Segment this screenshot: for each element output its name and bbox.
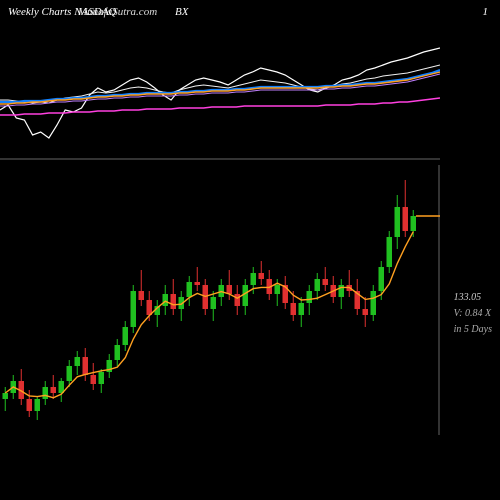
candle-body [43,387,49,399]
candle-body [115,345,121,360]
candle-body [67,366,73,381]
candle-body [187,282,193,297]
candle-body [35,399,41,411]
last-price: 133.05 [454,290,492,306]
candle-body [291,303,297,315]
candle-body [227,285,233,294]
header-right-number: 1 [483,6,489,18]
ticker-symbol: BX [175,6,188,18]
candle-body [139,291,145,300]
candle-body [51,387,57,393]
price-panel [0,165,440,435]
candle-body [379,267,385,291]
candle-body [3,393,9,399]
candle-body [411,216,417,231]
indicator-panel [0,40,440,160]
candle-body [235,294,241,306]
candle-body [307,291,313,303]
candle-body [99,372,105,384]
candle-body [387,237,393,267]
candle-body [27,399,33,411]
candle-body [363,309,369,315]
candle-body [315,279,321,291]
candle-body [323,279,329,285]
candle-body [123,327,129,345]
candle-body [403,207,409,231]
candle-body [131,291,137,327]
candle-body [275,285,281,294]
indicator-line [0,72,440,104]
candle-body [171,294,177,309]
candle-body [91,375,97,384]
candle-body [83,357,89,375]
candle-body [243,285,249,306]
price-info-box: 133.05 V: 0.84 X in 5 Days [454,290,492,338]
candle-body [299,303,305,315]
info-line-2: V: 0.84 X [454,306,492,322]
watermark: MunafaSutra.com [78,6,157,18]
candle-body [75,357,81,366]
candle-body [251,273,257,285]
candle-body [147,300,153,315]
candle-body [163,294,169,306]
chart-header: Weekly Charts NASDAQ MunafaSutra.com BX … [0,6,500,26]
info-line-3: in 5 Days [454,322,492,338]
candle-body [371,291,377,315]
candle-body [211,297,217,309]
candle-body [195,282,201,285]
candle-body [395,207,401,237]
candle-body [259,273,265,279]
